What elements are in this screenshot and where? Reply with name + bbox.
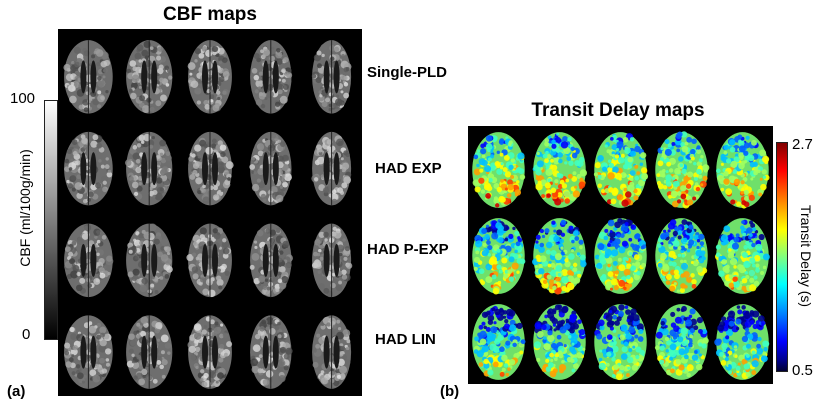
td-slice: [472, 218, 526, 295]
td-slice: [716, 132, 770, 209]
cbf-slice: [250, 40, 293, 114]
cbf-image-panel: [58, 29, 362, 396]
cbf-row-label-had-lin: HAD LIN: [375, 331, 436, 348]
td-slice: [593, 132, 649, 208]
td-slice: [532, 132, 588, 208]
td-slice: [714, 218, 770, 294]
cbf-slice: [186, 223, 232, 298]
cbf-slice: [187, 315, 233, 389]
cbf-slice: [64, 131, 113, 206]
cbf-row-label-had-exp: HAD EXP: [375, 160, 442, 177]
td-colorbar: [776, 142, 788, 372]
td-title: Transit Delay maps: [531, 100, 705, 121]
cbf-slice: [124, 131, 173, 206]
td-image-panel: [468, 126, 773, 384]
cbf-row-label-had-p-exp: HAD P-EXP: [367, 241, 449, 258]
cbf-slice: [187, 40, 232, 114]
cbf-slice: [311, 223, 353, 298]
cbf-slice: [126, 315, 173, 389]
td-slice: [654, 304, 709, 380]
cbf-row-label-single-pld: Single-PLD: [367, 64, 448, 81]
td-slice: [472, 304, 526, 380]
cbf-slice: [312, 315, 352, 389]
cbf-slice: [249, 223, 293, 298]
cbf-slice: [126, 223, 173, 298]
panel-label-a: (a): [7, 383, 26, 400]
td-slice: [594, 304, 647, 381]
cbf-colorbar-max: 100: [10, 90, 36, 107]
cbf-colorbar-min: 0: [22, 326, 31, 343]
td-slice: [533, 304, 586, 380]
cbf-slice: [126, 40, 173, 114]
td-colorbar-label: Transit Delay (s): [798, 204, 814, 308]
td-colorbar-max: 2.7: [792, 136, 813, 153]
cbf-colorbar-label: CBF (ml/100g/min): [17, 149, 33, 267]
td-colorbar-min: 0.5: [792, 362, 813, 379]
panel-label-b: (b): [440, 383, 460, 400]
cbf-brain-grid: [63, 40, 353, 389]
cbf-slice: [311, 131, 352, 206]
td-slice: [532, 218, 587, 295]
cbf-slice: [64, 223, 114, 298]
td-slice: [472, 132, 526, 208]
cbf-slice: [63, 40, 113, 114]
cbf-slice: [311, 40, 352, 114]
td-slice: [655, 218, 708, 294]
td-slice: [655, 131, 710, 209]
cbf-slice: [188, 131, 234, 206]
td-slice: [714, 304, 770, 380]
td-brain-grid: [472, 131, 770, 381]
cbf-title: CBF maps: [163, 4, 257, 25]
td-slice: [594, 217, 647, 294]
cbf-slice: [64, 315, 113, 389]
cbf-slice: [249, 131, 292, 206]
cbf-colorbar: [44, 100, 58, 340]
cbf-slice: [250, 315, 293, 389]
